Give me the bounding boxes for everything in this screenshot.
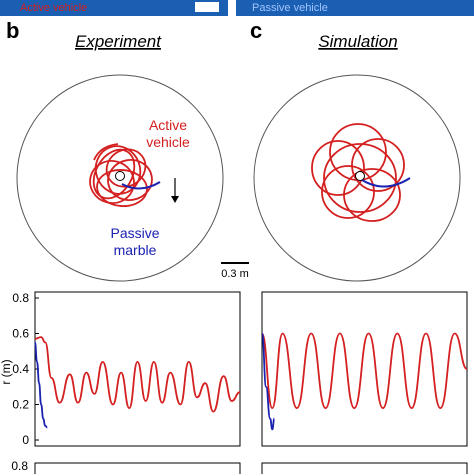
right-banner xyxy=(236,0,474,16)
series-line-1-0 xyxy=(261,332,468,410)
y-axis-label: r (m) xyxy=(0,359,13,384)
left-banner xyxy=(0,0,228,16)
passive-trajectory-simulation xyxy=(361,177,411,188)
plot-frame-experiment xyxy=(34,291,241,447)
passive-marble-label-line1: Passive xyxy=(110,225,159,241)
y-tick-label: 0.6 xyxy=(12,327,29,341)
series-line-0-1 xyxy=(34,341,48,429)
y-axis-experiment: 0.8 0.6 0.4 0.2 0 xyxy=(12,291,39,447)
right-banner-text: Passive vehicle xyxy=(252,2,328,14)
y-tick-label: 0 xyxy=(22,433,29,447)
left-banner-text: Active vehicle xyxy=(20,2,87,14)
marble-start-marker-sim xyxy=(355,171,365,181)
passive-trajectory-experiment xyxy=(121,181,161,190)
scale-bar-label: 0.3 m xyxy=(221,268,249,280)
y-tick-label: 0.8 xyxy=(12,291,29,305)
next-plot-tick-0.8: 0.8 xyxy=(11,459,28,473)
panel-letter-c: c xyxy=(250,18,262,43)
series-line-0-0 xyxy=(34,336,241,413)
arena-circle-simulation xyxy=(253,74,461,282)
passive-marble-label-line2: marble xyxy=(114,242,157,258)
series-simulation xyxy=(261,332,468,431)
arena-circle-experiment xyxy=(16,74,224,282)
next-plot-frame-simulation xyxy=(261,462,468,474)
next-plot-frame-experiment xyxy=(34,462,241,474)
banner-white-box xyxy=(195,2,219,12)
active-vehicle-label-line1: Active xyxy=(149,117,187,133)
plot-frame-simulation xyxy=(261,291,468,447)
series-experiment xyxy=(34,336,241,429)
active-trajectory-experiment xyxy=(89,143,153,207)
direction-arrow xyxy=(171,178,179,203)
active-trajectory-simulation xyxy=(311,123,405,222)
panel-letter-b: b xyxy=(6,18,19,43)
panel-title-experiment: Experiment xyxy=(75,32,162,51)
series-line-1-1 xyxy=(261,332,276,431)
marble-start-marker xyxy=(115,171,125,181)
panel-title-simulation: Simulation xyxy=(318,32,397,51)
y-tick-label: 0.4 xyxy=(12,362,29,376)
active-vehicle-label-line2: vehicle xyxy=(146,134,190,150)
y-tick-label: 0.2 xyxy=(12,398,29,412)
